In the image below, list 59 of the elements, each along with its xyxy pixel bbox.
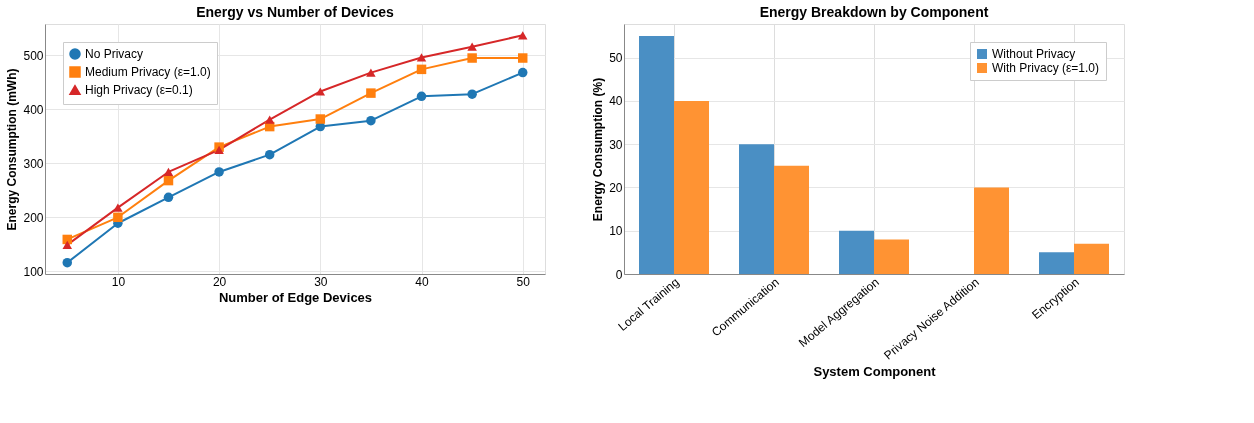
point [163,175,174,186]
bar [639,36,674,274]
point [264,115,275,124]
bar [974,187,1009,274]
point [517,53,528,63]
point [517,67,528,78]
legend-label: Medium Privacy (ε=1.0) [85,65,211,79]
point [416,64,427,75]
y-tick-label: 300 [23,156,44,171]
y-tick-label: 40 [609,94,623,109]
point [62,240,73,249]
bar [739,144,774,274]
y-tick-label: 400 [23,102,44,117]
y-axis-title: Energy Consumption (mWh) [5,68,20,231]
y-tick-label: 20 [609,180,623,195]
x-tick-label: 10 [111,274,126,289]
point [416,53,427,62]
x-tick-label: 30 [314,274,328,289]
point [163,192,174,203]
point [366,68,376,77]
bar [674,100,709,274]
bar [1039,252,1074,274]
bar [874,239,909,274]
x-axis-title: System Component [813,364,937,380]
point [366,115,376,126]
point [163,167,174,177]
chart-title: Energy Breakdown by Component [759,4,989,20]
point [416,91,427,102]
point [113,212,123,223]
point [264,149,275,160]
y-tick-label: 50 [609,51,623,66]
point [315,114,326,124]
point [467,42,477,51]
x-tick-label: 40 [415,274,430,289]
point [62,257,73,268]
point [315,87,326,96]
y-tick-label: 10 [609,224,623,239]
point [214,167,224,177]
y-tick-label: 100 [23,264,44,279]
point [467,53,477,63]
x-tick-label: 50 [516,274,531,289]
chart-title: Energy vs Number of Devices [196,4,395,20]
point [113,203,123,212]
bar [839,230,874,274]
point [366,88,376,98]
y-axis-title: Energy Consumption (%) [591,77,606,222]
legend-label: Without Privacy [992,47,1076,61]
legend-label: With Privacy (ε=1.0) [992,61,1100,75]
y-tick-label: 0 [615,267,623,282]
bar [774,165,809,274]
legend-label: No Privacy [85,47,144,61]
x-tick-label: 20 [212,274,227,289]
y-tick-label: 500 [23,48,44,63]
x-axis-title: Number of Edge Devices [218,289,373,305]
point [467,89,477,99]
y-tick-label: 30 [609,137,623,152]
legend-label: High Privacy (ε=0.1) [85,83,193,97]
bar [1074,243,1109,274]
y-tick-label: 200 [23,210,44,225]
